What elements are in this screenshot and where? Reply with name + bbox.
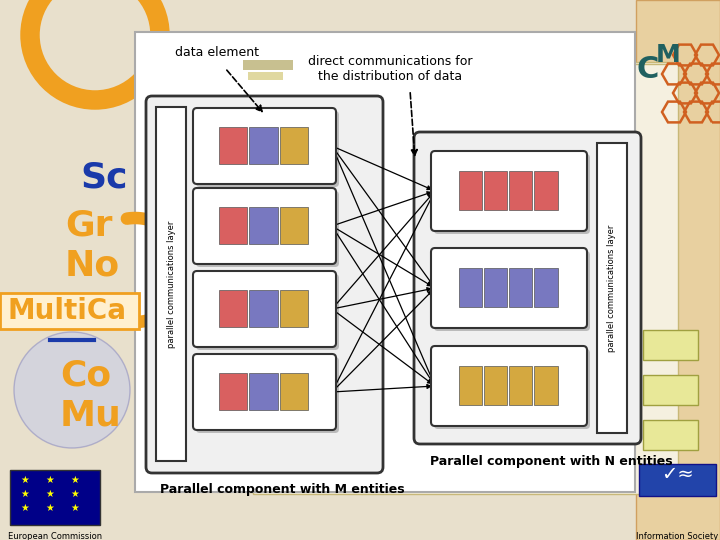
Text: Sc: Sc: [80, 161, 127, 195]
Text: ★: ★: [21, 503, 30, 513]
Bar: [249, 127, 278, 164]
Bar: [219, 127, 247, 164]
Bar: [509, 366, 532, 406]
FancyBboxPatch shape: [431, 346, 587, 426]
Bar: [534, 366, 557, 406]
FancyBboxPatch shape: [156, 107, 186, 461]
Text: Co: Co: [60, 358, 111, 392]
FancyBboxPatch shape: [196, 191, 339, 267]
Bar: [636, 0, 720, 540]
Text: ★: ★: [21, 475, 30, 485]
FancyBboxPatch shape: [643, 330, 698, 360]
Text: ★: ★: [21, 489, 30, 499]
FancyBboxPatch shape: [414, 132, 641, 444]
Text: ★: ★: [45, 489, 55, 499]
FancyBboxPatch shape: [253, 64, 678, 494]
FancyBboxPatch shape: [643, 420, 698, 450]
Bar: [249, 207, 278, 245]
FancyBboxPatch shape: [193, 354, 336, 430]
Bar: [280, 290, 308, 327]
FancyBboxPatch shape: [434, 349, 590, 429]
Text: ★: ★: [71, 489, 79, 499]
FancyBboxPatch shape: [135, 32, 635, 492]
Bar: [280, 127, 308, 164]
Text: European Commission: European Commission: [8, 532, 102, 540]
Bar: [459, 171, 482, 211]
FancyBboxPatch shape: [597, 143, 627, 433]
Text: ★: ★: [71, 503, 79, 513]
Bar: [459, 366, 482, 406]
FancyBboxPatch shape: [431, 248, 587, 328]
Text: Gr: Gr: [65, 208, 112, 242]
Text: direct communications for
the distribution of data: direct communications for the distributi…: [307, 55, 472, 83]
FancyBboxPatch shape: [639, 464, 716, 496]
Bar: [484, 366, 507, 406]
Text: M: M: [656, 43, 680, 67]
FancyBboxPatch shape: [193, 271, 336, 347]
FancyBboxPatch shape: [434, 154, 590, 234]
Bar: [248, 72, 283, 80]
Text: ✓≈: ✓≈: [661, 465, 693, 484]
Bar: [484, 268, 507, 307]
FancyBboxPatch shape: [643, 375, 698, 405]
Circle shape: [14, 332, 130, 448]
Bar: [509, 268, 532, 307]
FancyBboxPatch shape: [434, 251, 590, 331]
FancyBboxPatch shape: [196, 274, 339, 350]
Bar: [484, 171, 507, 211]
Bar: [219, 207, 247, 245]
Text: Information Society: Information Society: [636, 532, 718, 540]
Bar: [280, 373, 308, 410]
Bar: [10, 470, 100, 525]
FancyBboxPatch shape: [193, 108, 336, 184]
Text: ★: ★: [45, 475, 55, 485]
Bar: [243, 60, 293, 70]
Bar: [534, 171, 557, 211]
Text: ★: ★: [45, 503, 55, 513]
FancyBboxPatch shape: [0, 293, 139, 329]
Text: Parallel component with M entities: Parallel component with M entities: [160, 483, 405, 496]
FancyBboxPatch shape: [243, 60, 668, 490]
Text: Mu: Mu: [60, 398, 122, 432]
Bar: [249, 290, 278, 327]
Text: MultiCa: MultiCa: [8, 297, 127, 325]
Text: Parallel component with N entities: Parallel component with N entities: [430, 456, 672, 469]
Bar: [249, 373, 278, 410]
Text: parallel communications layer: parallel communications layer: [608, 224, 616, 352]
Bar: [459, 268, 482, 307]
Text: parallel communications layer: parallel communications layer: [166, 220, 176, 348]
Bar: [509, 171, 532, 211]
Text: C: C: [636, 56, 660, 84]
Bar: [534, 268, 557, 307]
FancyBboxPatch shape: [146, 96, 383, 473]
Bar: [280, 207, 308, 245]
FancyBboxPatch shape: [196, 357, 339, 433]
FancyBboxPatch shape: [193, 188, 336, 264]
Text: ★: ★: [71, 475, 79, 485]
FancyBboxPatch shape: [248, 62, 673, 492]
FancyBboxPatch shape: [196, 111, 339, 187]
Text: No: No: [65, 248, 120, 282]
Bar: [219, 290, 247, 327]
FancyBboxPatch shape: [431, 151, 587, 231]
Bar: [219, 373, 247, 410]
Text: data element: data element: [175, 46, 259, 59]
